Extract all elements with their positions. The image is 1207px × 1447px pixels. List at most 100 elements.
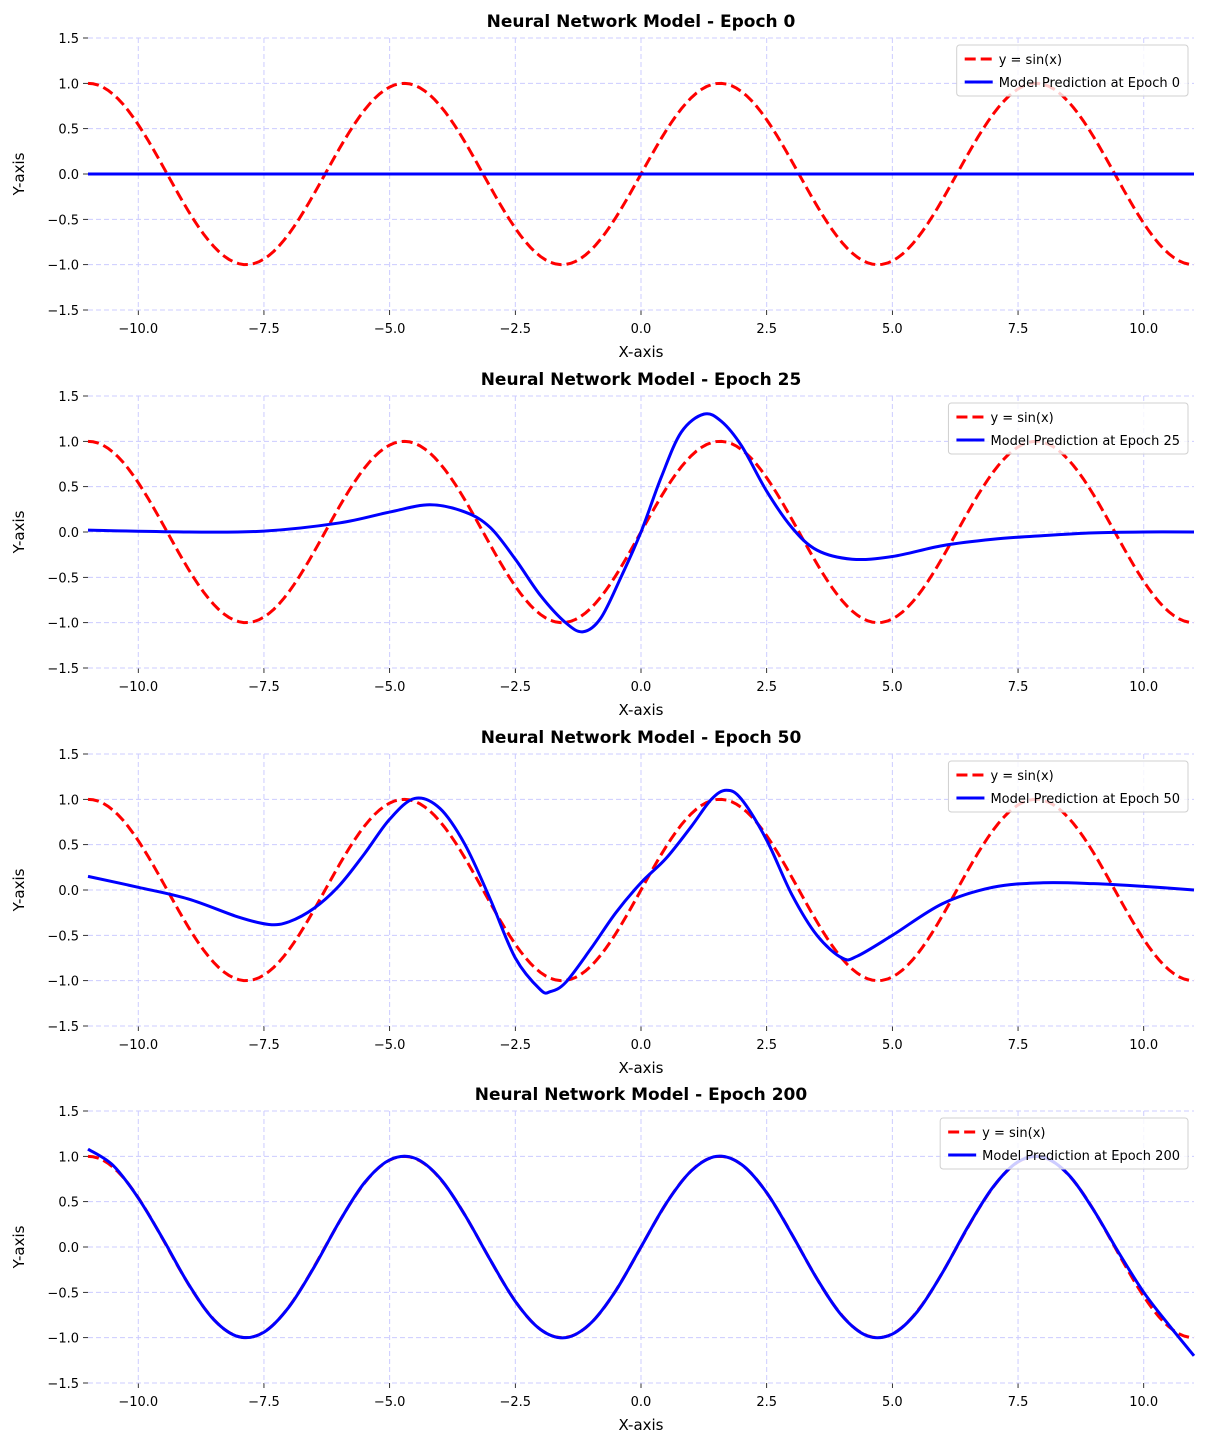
x-tick-label: −7.5 — [248, 680, 280, 695]
legend-label: Model Prediction at Epoch 200 — [982, 1149, 1180, 1164]
y-tick-label: 1.5 — [58, 748, 79, 763]
x-tick-label: −7.5 — [248, 1038, 280, 1053]
subplot-epoch-25: −10.0 −7.5 −5.0 −2.5 0.0 2.5 5.0 7.5 10.0 −1.5 −1.… — [10, 370, 1195, 719]
y-axis-label: Y-axis — [10, 868, 28, 912]
legend-label: Model Prediction at Epoch 50 — [990, 792, 1180, 807]
y-tick-label: 1.0 — [58, 77, 79, 92]
y-tick-label: −0.5 — [47, 571, 79, 586]
y-tick-label: 0.0 — [58, 168, 79, 183]
x-tick-label: 10.0 — [1129, 680, 1158, 695]
x-tick-label: −7.5 — [248, 1395, 280, 1410]
x-tick-label: −5.0 — [374, 1038, 406, 1053]
subplot-title: Neural Network Model - Epoch 25 — [481, 370, 802, 390]
y-tick-label: 1.5 — [58, 390, 79, 405]
y-tick-label: 0.5 — [58, 481, 79, 496]
legend-label: Model Prediction at Epoch 0 — [999, 76, 1180, 91]
x-tick-label: −2.5 — [500, 322, 532, 337]
x-tick-label: 7.5 — [1008, 322, 1029, 337]
x-tick-label: −10.0 — [118, 322, 158, 337]
x-tick-label: 5.0 — [882, 1395, 903, 1410]
x-tick-label: 0.0 — [631, 322, 652, 337]
subplot-title: Neural Network Model - Epoch 200 — [475, 1085, 808, 1105]
y-tick-label: −1.5 — [47, 304, 79, 319]
legend-label: y = sin(x) — [990, 411, 1053, 426]
x-tick-label: 10.0 — [1129, 1038, 1158, 1053]
y-tick-label: 0.0 — [58, 1241, 79, 1256]
y-tick-label: −1.0 — [47, 617, 79, 632]
legend-label: y = sin(x) — [982, 1126, 1045, 1141]
x-tick-label: 0.0 — [631, 680, 652, 695]
x-tick-label: −7.5 — [248, 322, 280, 337]
subplot-epoch-200: −10.0 −7.5 −5.0 −2.5 0.0 2.5 5.0 7.5 10.0 −1.5 −1.… — [10, 1085, 1196, 1434]
y-tick-label: 1.0 — [58, 1150, 79, 1165]
legend-box — [947, 760, 1189, 813]
y-tick-label: −1.5 — [47, 1377, 79, 1392]
y-axis-label: Y-axis — [10, 510, 28, 554]
x-tick-label: −5.0 — [374, 1395, 406, 1410]
x-tick-label: 2.5 — [756, 1395, 777, 1410]
legend-label: y = sin(x) — [990, 769, 1053, 784]
x-tick-label: −2.5 — [500, 680, 532, 695]
x-axis-label: X-axis — [619, 343, 664, 361]
x-tick-label: −5.0 — [374, 322, 406, 337]
legend: y = sin(x) Model Prediction at Epoch 50 — [947, 760, 1189, 813]
x-tick-label: 5.0 — [882, 322, 903, 337]
x-tick-label: 5.0 — [882, 680, 903, 695]
legend-label: y = sin(x) — [999, 53, 1062, 68]
legend: y = sin(x) Model Prediction at Epoch 0 — [956, 44, 1189, 97]
x-tick-label: 7.5 — [1008, 680, 1029, 695]
y-tick-label: 0.0 — [58, 526, 79, 541]
x-tick-label: 2.5 — [756, 322, 777, 337]
y-axis-label: Y-axis — [10, 152, 28, 196]
y-tick-label: −0.5 — [47, 1286, 79, 1301]
subplot-epoch-0: −10.0 −7.5 −5.0 −2.5 0.0 2.5 5.0 7.5 10.0 −1.5 −1.… — [10, 12, 1195, 361]
x-tick-label: −2.5 — [500, 1395, 532, 1410]
y-tick-label: −1.5 — [47, 662, 79, 677]
y-tick-label: 1.5 — [58, 32, 79, 47]
y-tick-label: −1.0 — [47, 259, 79, 274]
y-tick-label: 0.5 — [58, 839, 79, 854]
x-axis-label: X-axis — [619, 701, 664, 719]
x-tick-label: −10.0 — [118, 1395, 158, 1410]
subplot-epoch-50: −10.0 −7.5 −5.0 −2.5 0.0 2.5 5.0 7.5 10.0 −1.5 −1.… — [10, 728, 1195, 1077]
x-tick-label: −10.0 — [118, 1038, 158, 1053]
x-axis-label: X-axis — [619, 1416, 664, 1434]
x-tick-label: 2.5 — [756, 680, 777, 695]
x-tick-label: 5.0 — [882, 1038, 903, 1053]
subplot-title: Neural Network Model - Epoch 50 — [481, 728, 802, 748]
y-tick-label: −1.0 — [47, 975, 79, 990]
model-prediction-line — [87, 412, 1195, 634]
model-prediction-line — [87, 1147, 1196, 1357]
x-tick-label: 2.5 — [756, 1038, 777, 1053]
y-axis-label: Y-axis — [10, 1225, 28, 1269]
legend-box — [947, 402, 1189, 455]
legend: y = sin(x) Model Prediction at Epoch 25 — [947, 402, 1189, 455]
y-tick-label: 1.0 — [58, 793, 79, 808]
x-axis-label: X-axis — [619, 1059, 664, 1077]
x-tick-label: 10.0 — [1129, 1395, 1158, 1410]
y-tick-label: 0.5 — [58, 123, 79, 138]
x-tick-label: 0.0 — [631, 1395, 652, 1410]
y-tick-label: 0.0 — [58, 884, 79, 899]
subplot-title: Neural Network Model - Epoch 0 — [487, 12, 796, 32]
x-tick-label: −2.5 — [500, 1038, 532, 1053]
x-tick-label: 7.5 — [1008, 1395, 1029, 1410]
legend-box — [939, 1117, 1189, 1170]
model-prediction-line — [87, 788, 1195, 995]
x-tick-label: 7.5 — [1008, 1038, 1029, 1053]
x-tick-label: 0.0 — [631, 1038, 652, 1053]
y-tick-label: −1.5 — [47, 1020, 79, 1035]
y-tick-label: −0.5 — [47, 929, 79, 944]
y-tick-label: −1.0 — [47, 1332, 79, 1347]
y-tick-label: −0.5 — [47, 213, 79, 228]
legend-box — [956, 44, 1189, 97]
legend-label: Model Prediction at Epoch 25 — [990, 434, 1180, 449]
legend: y = sin(x) Model Prediction at Epoch 200 — [939, 1117, 1189, 1170]
y-tick-label: 0.5 — [58, 1196, 79, 1211]
x-tick-label: 10.0 — [1129, 322, 1158, 337]
x-tick-label: −5.0 — [374, 680, 406, 695]
y-tick-label: 1.0 — [58, 435, 79, 450]
x-tick-label: −10.0 — [118, 680, 158, 695]
y-tick-label: 1.5 — [58, 1105, 79, 1120]
